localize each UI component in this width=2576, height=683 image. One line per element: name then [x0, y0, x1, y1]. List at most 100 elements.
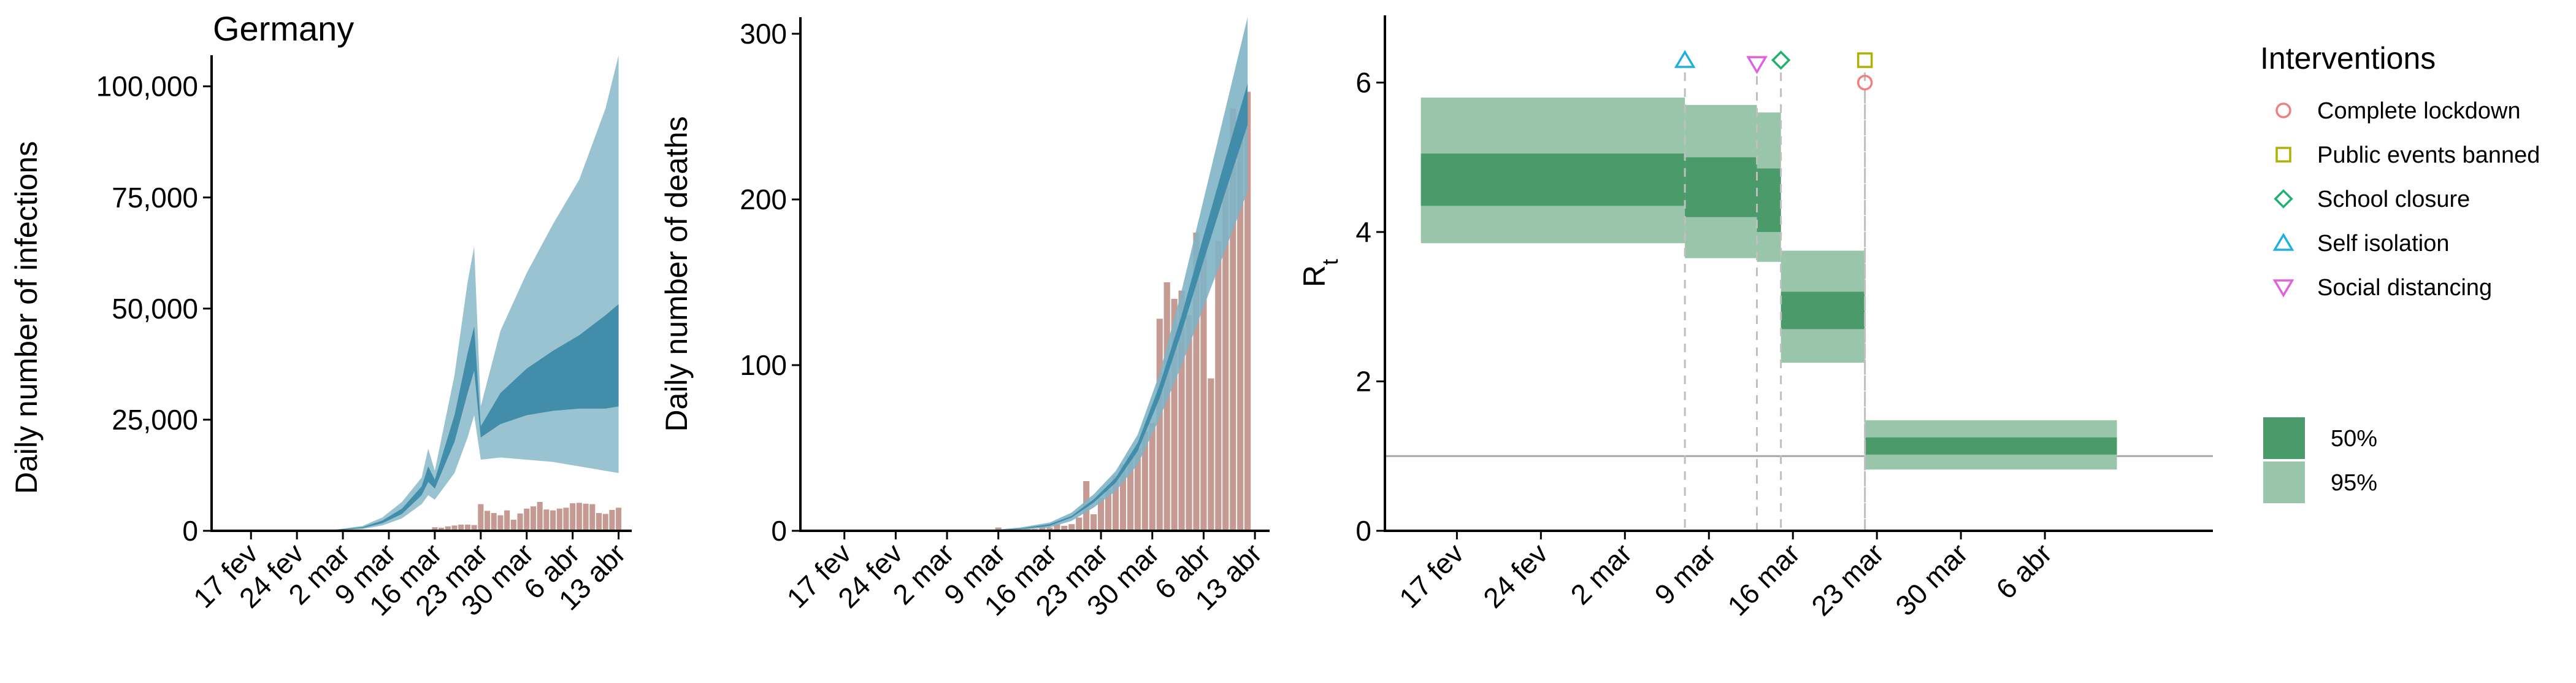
- observed-bar: [543, 509, 550, 531]
- observed-bar: [1097, 498, 1105, 531]
- interventions-legend: Interventions Complete lockdown Public eve…: [2260, 41, 2540, 503]
- x-tick-label: 6 abr: [1990, 537, 2058, 605]
- observed-bar: [1156, 318, 1163, 531]
- observed-bar: [471, 525, 477, 531]
- observed-bar: [1237, 133, 1244, 531]
- intervention-marker: [1857, 74, 1873, 91]
- observed-bar: [1178, 290, 1185, 531]
- observed-bar: [537, 501, 543, 531]
- observed-bar: [1076, 517, 1083, 531]
- legend-marker: [2275, 147, 2291, 163]
- observed-bar: [451, 525, 458, 531]
- y-tick-label: 100: [740, 349, 787, 381]
- observed-bar: [995, 527, 1002, 531]
- observed-bar: [1186, 315, 1192, 531]
- y-tick-label: 25,000: [112, 404, 198, 436]
- observed-bar: [1244, 91, 1251, 531]
- observed-bar: [497, 515, 504, 531]
- observed-bar: [1119, 465, 1127, 531]
- x-tick-label: 23 mar: [1805, 537, 1890, 622]
- x-tick-label: 9 mar: [1648, 537, 1722, 611]
- y-tick-label: 0: [1355, 515, 1371, 547]
- observed-bar: [589, 504, 596, 531]
- observed-bar: [478, 504, 484, 531]
- legend-item-label: Social distancing: [2317, 275, 2492, 301]
- x-tick-label: 17 fev: [1393, 537, 1470, 614]
- legend-item-label: Self isolation: [2317, 231, 2449, 257]
- observed-bar: [1171, 299, 1178, 531]
- x-tick-label: 16 mar: [1721, 537, 1806, 622]
- observed-bar: [504, 510, 510, 531]
- intervention-marker: [1746, 56, 1768, 74]
- x-tick-label: 30 mar: [1889, 537, 1974, 622]
- y-tick-label: 100,000: [96, 71, 198, 102]
- y-tick-label: 200: [740, 183, 787, 215]
- intervention-marker: [1674, 50, 1696, 68]
- observed-bar: [1149, 423, 1156, 531]
- legend-title: Interventions: [2260, 41, 2436, 75]
- y-tick-label: 2: [1355, 366, 1371, 398]
- observed-bar: [609, 509, 615, 531]
- y-axis-title-subscript: t: [1317, 259, 1343, 265]
- rt-band-50: [1781, 291, 1865, 330]
- legend-marker: [2274, 189, 2293, 209]
- observed-bar: [616, 507, 622, 531]
- rt-band-50: [1865, 437, 2117, 455]
- y-tick-label: 75,000: [112, 182, 198, 214]
- legend-ci-label: 95%: [2331, 470, 2377, 496]
- observed-bar: [1061, 525, 1068, 531]
- observed-bar: [1068, 524, 1075, 531]
- rt-band-50: [1685, 157, 1757, 217]
- observed-bar: [1230, 108, 1236, 531]
- x-tick-label: 24 fev: [1477, 537, 1554, 614]
- ribbon-50: [310, 304, 619, 531]
- observed-bar: [524, 508, 530, 531]
- observed-bar: [1215, 241, 1222, 531]
- y-tick-label: 0: [771, 515, 787, 547]
- legend-ci-swatch: [2263, 461, 2305, 503]
- observed-bar: [583, 503, 589, 531]
- y-tick-label: 50,000: [112, 293, 198, 325]
- observed-bar: [1091, 514, 1097, 531]
- rt-band-50: [1420, 153, 1685, 206]
- observed-bar: [1141, 431, 1148, 531]
- observed-bar: [1046, 527, 1053, 531]
- observed-bar: [596, 513, 602, 531]
- intervention-marker: [1771, 50, 1791, 70]
- observed-bar: [576, 503, 582, 531]
- legend-marker: [2275, 102, 2291, 118]
- observed-bar: [491, 513, 497, 531]
- observed-bar: [570, 503, 576, 531]
- panel-title: Germany: [213, 9, 354, 48]
- ribbon-95: [310, 55, 619, 531]
- x-tick-label: 2 mar: [1564, 537, 1638, 611]
- observed-bar: [530, 506, 537, 531]
- legend-marker: [2272, 279, 2294, 298]
- intervention-marker: [1857, 52, 1873, 68]
- observed-bar: [458, 524, 464, 531]
- observed-bar: [484, 511, 491, 531]
- legend-item-label: Complete lockdown: [2317, 98, 2521, 124]
- observed-bar: [556, 508, 562, 531]
- legend-item-label: School closure: [2317, 187, 2470, 212]
- observed-bar: [1163, 282, 1170, 531]
- legend-ci-label: 50%: [2331, 426, 2377, 452]
- observed-bar: [1112, 476, 1119, 531]
- observed-bar: [1105, 489, 1112, 531]
- rt-band-50: [1757, 168, 1781, 233]
- observed-bar: [464, 524, 470, 531]
- observed-bar: [510, 519, 516, 531]
- y-tick-label: 4: [1355, 216, 1371, 248]
- observed-bar: [1134, 448, 1141, 531]
- y-tick-label: 6: [1355, 67, 1371, 99]
- observed-bar: [432, 527, 438, 531]
- observed-bar: [1200, 249, 1207, 531]
- y-axis-title: Daily number of infections: [9, 141, 44, 494]
- legend-item-label: Public events banned: [2317, 142, 2540, 168]
- observed-bar: [1193, 233, 1200, 531]
- legend-marker: [2272, 233, 2294, 251]
